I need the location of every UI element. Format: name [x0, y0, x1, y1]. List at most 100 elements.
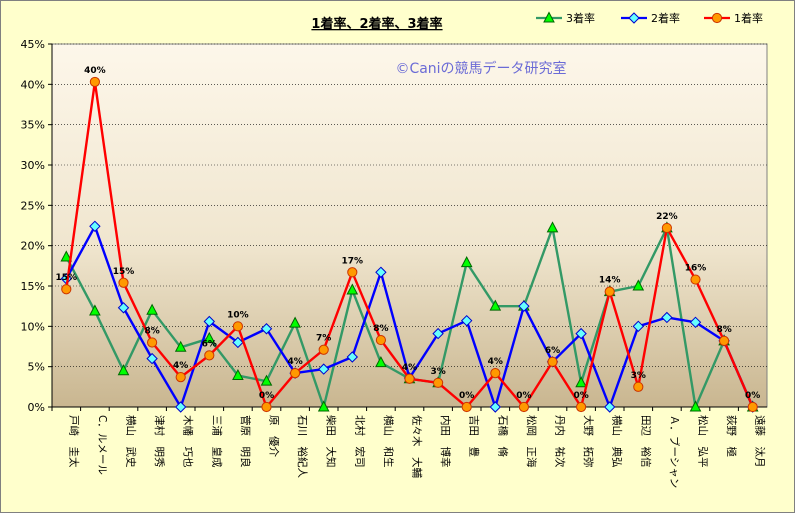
x-tick-label: 菅原 明良 [239, 415, 252, 468]
legend-marker [711, 12, 723, 24]
data-label: 14% [599, 276, 621, 286]
data-label: 4% [287, 357, 302, 367]
legend-marker [543, 11, 555, 23]
x-tick-label: C．ルメール [96, 415, 108, 475]
legend-label: 1着率 [734, 11, 763, 25]
y-tick-label: 30% [21, 159, 45, 172]
data-label: 22% [656, 212, 678, 222]
data-label: 4% [488, 357, 503, 367]
data-point [174, 340, 187, 352]
data-point [60, 250, 73, 262]
x-tick-label: 石橋 脩 [496, 415, 509, 457]
data-label: 16% [685, 264, 707, 274]
legend-label: 3着率 [566, 11, 595, 25]
data-point [147, 337, 158, 348]
data-point [489, 299, 502, 311]
data-point [547, 356, 558, 367]
x-tick-label: Ａ．ブーシャン [668, 415, 681, 488]
x-tick-label: 田辺 裕信 [639, 415, 652, 468]
data-point [518, 401, 530, 413]
x-tick-label: 柴田 大知 [325, 415, 338, 468]
data-point [546, 221, 559, 233]
data-point [689, 316, 702, 329]
data-point [632, 279, 645, 291]
data-point [89, 76, 101, 88]
x-tick-label: 横山 典弘 [611, 415, 624, 468]
data-point [89, 220, 101, 233]
data-point [146, 352, 158, 365]
legend-label: 2着率 [651, 11, 680, 25]
data-label: 4% [402, 363, 417, 373]
data-point [603, 401, 616, 413]
data-point [604, 286, 615, 297]
data-label: 15% [56, 273, 78, 283]
data-point [375, 356, 387, 368]
x-tick-label: 大野 拓弥 [582, 415, 595, 468]
data-point [174, 401, 187, 413]
data-point [433, 377, 444, 388]
data-point [460, 314, 473, 327]
data-point [432, 327, 444, 340]
data-label: 6% [202, 339, 217, 349]
data-point [317, 400, 330, 412]
plot-background [51, 43, 768, 408]
x-tick-label: 丹内 祐次 [554, 415, 567, 468]
x-tick-label: 横山 武史 [125, 415, 138, 468]
data-label: 17% [342, 256, 364, 266]
data-label: 8% [716, 325, 731, 335]
series-3 [61, 76, 758, 413]
y-tick-label: 0% [28, 401, 45, 414]
x-tick-label: 松山 弘平 [697, 415, 710, 468]
data-point [318, 344, 329, 355]
chart-title: 1着率、2着率、3着率 [311, 16, 442, 32]
data-label: 0% [516, 391, 531, 401]
data-point [719, 335, 730, 346]
data-point [118, 277, 129, 288]
x-tick-label: 荻野 極 [725, 415, 738, 457]
data-point [317, 363, 330, 375]
x-tick-label: 松岡 正海 [525, 415, 538, 468]
data-label: 0% [573, 391, 588, 401]
data-point [117, 302, 130, 314]
data-label: 40% [84, 66, 106, 76]
data-point [576, 401, 587, 413]
data-point [289, 316, 301, 328]
data-point [146, 303, 158, 315]
data-label: 7% [316, 334, 331, 344]
data-point [633, 381, 644, 392]
data-point [117, 364, 130, 376]
x-tick-label: 北村 宏司 [353, 415, 366, 468]
data-point [661, 222, 673, 234]
y-tick-label: 10% [21, 320, 45, 333]
data-point [346, 283, 359, 295]
data-point [260, 374, 273, 386]
y-tick-label: 35% [21, 119, 45, 132]
x-tick-label: 内田 博幸 [439, 415, 452, 468]
data-point [204, 350, 215, 361]
y-tick-label: 15% [21, 280, 45, 293]
data-point [490, 368, 501, 379]
x-tick-label: 戸崎 圭太 [67, 415, 80, 468]
x-tick-label: 吉田 豊 [468, 415, 481, 457]
data-point [290, 368, 301, 379]
data-point [261, 401, 272, 413]
data-label: 3% [430, 367, 445, 377]
data-point [347, 267, 358, 278]
data-label: 6% [545, 346, 560, 356]
x-tick-label: 津村 明秀 [153, 415, 166, 468]
x-tick-label: 石川 裕紀人 [296, 415, 309, 478]
data-point [232, 368, 244, 381]
data-point [203, 315, 216, 328]
data-label: 4% [173, 361, 188, 371]
legend: 3着率 2着率 1着率 [536, 11, 763, 25]
data-label: 8% [144, 326, 159, 336]
data-point [661, 311, 673, 324]
data-point [460, 256, 473, 268]
data-point [61, 284, 72, 295]
data-label: 0% [459, 391, 474, 401]
data-label: 10% [227, 310, 249, 320]
y-tick-label: 45% [21, 38, 45, 51]
data-label: 8% [373, 324, 388, 334]
data-point [489, 401, 502, 413]
x-tick-label: 佐々木 大輔 [411, 415, 424, 478]
